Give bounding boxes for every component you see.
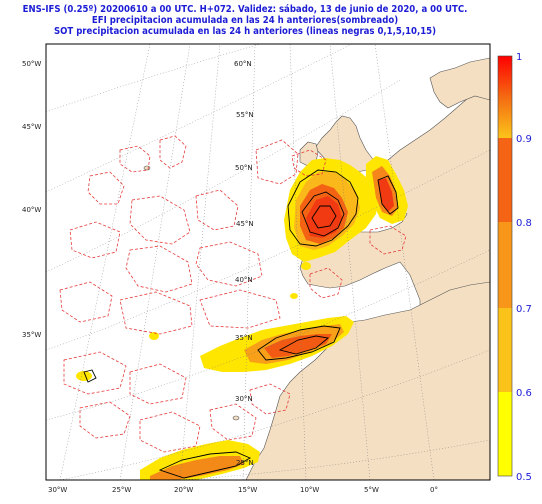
lon-label-15w: 15°W (238, 486, 257, 494)
header-line-3: SOT precipitacion acumulada en las 24 h … (53, 26, 437, 37)
lon-label-5w: 5°W (364, 486, 379, 494)
lon-label-30w: 30°W (48, 486, 67, 494)
efi-area-small-1 (76, 371, 92, 381)
colorbar-seg-4 (498, 308, 512, 392)
longitude-labels-left: 50°W 45°W 40°W 35°W (22, 60, 41, 339)
scandinavia-landmass (429, 57, 490, 109)
lon-label-45w: 45°W (22, 123, 41, 131)
colorbar-tick-0.5: 0.5 (516, 472, 532, 483)
lat-label-30: 30°N (235, 395, 253, 403)
lat-label-25: 25°N (236, 459, 254, 467)
colorbar-tick-0.6: 0.6 (516, 388, 532, 399)
header-line-2: EFI precipitacion acumulada en las 24 h … (91, 15, 399, 26)
efi-area-small-3 (301, 262, 311, 270)
lat-label-50: 50°N (235, 164, 253, 172)
colorbar-tick-0.8: 0.8 (516, 218, 532, 229)
map-frame (45, 43, 491, 481)
efi-area-biscay-deep (306, 196, 342, 238)
map-header: ENS-IFS (0.25º) 20200610 a 00 UTC. H+072… (0, 4, 490, 37)
colorbar-tick-1: 1 (516, 52, 522, 63)
colorbar-frame (497, 55, 513, 477)
efi-area-small-2 (149, 332, 159, 340)
lat-label-55: 55°N (236, 111, 254, 119)
land-areas (143, 57, 490, 480)
lat-label-35: 35°N (235, 334, 253, 342)
lat-label-60: 60°N (234, 60, 252, 68)
lon-label-0: 0° (430, 486, 438, 494)
lon-label-25w: 25°W (112, 486, 131, 494)
efi-area-atlantic-red (264, 334, 332, 358)
efi-area-small-4 (290, 293, 298, 299)
colorbar-tick-0.7: 0.7 (516, 304, 532, 315)
lat-label-40: 40°N (235, 276, 253, 284)
header-line-1: ENS-IFS (0.25º) 20200610 a 00 UTC. H+072… (22, 4, 468, 15)
efi-area-canary-orange (150, 456, 244, 480)
lon-label-35w: 35°W (22, 331, 41, 339)
graticule (46, 44, 490, 480)
colorbar: 1 0.9 0.8 0.7 0.6 0.5 (497, 52, 532, 483)
colorbar-seg-3 (498, 222, 512, 308)
lon-label-40w: 40°W (22, 206, 41, 214)
longitude-labels-bottom: 30°W 25°W 20°W 15°W 10°W 5°W 0° (48, 486, 438, 494)
lon-label-20w: 20°W (174, 486, 193, 494)
lon-label-10w: 10°W (300, 486, 319, 494)
sot-contours (83, 169, 399, 479)
colorbar-seg-2 (498, 138, 512, 222)
colorbar-tick-0.9: 0.9 (516, 134, 532, 145)
lon-label-50w: 50°W (22, 60, 41, 68)
efi-dashed-contours (59, 135, 407, 453)
latitude-labels: 60°N 55°N 50°N 45°N 40°N 35°N 30°N 25°N (234, 60, 254, 467)
lat-label-45: 45°N (236, 220, 254, 228)
colorbar-seg-5 (498, 392, 512, 476)
colorbar-seg-1 (498, 56, 512, 138)
